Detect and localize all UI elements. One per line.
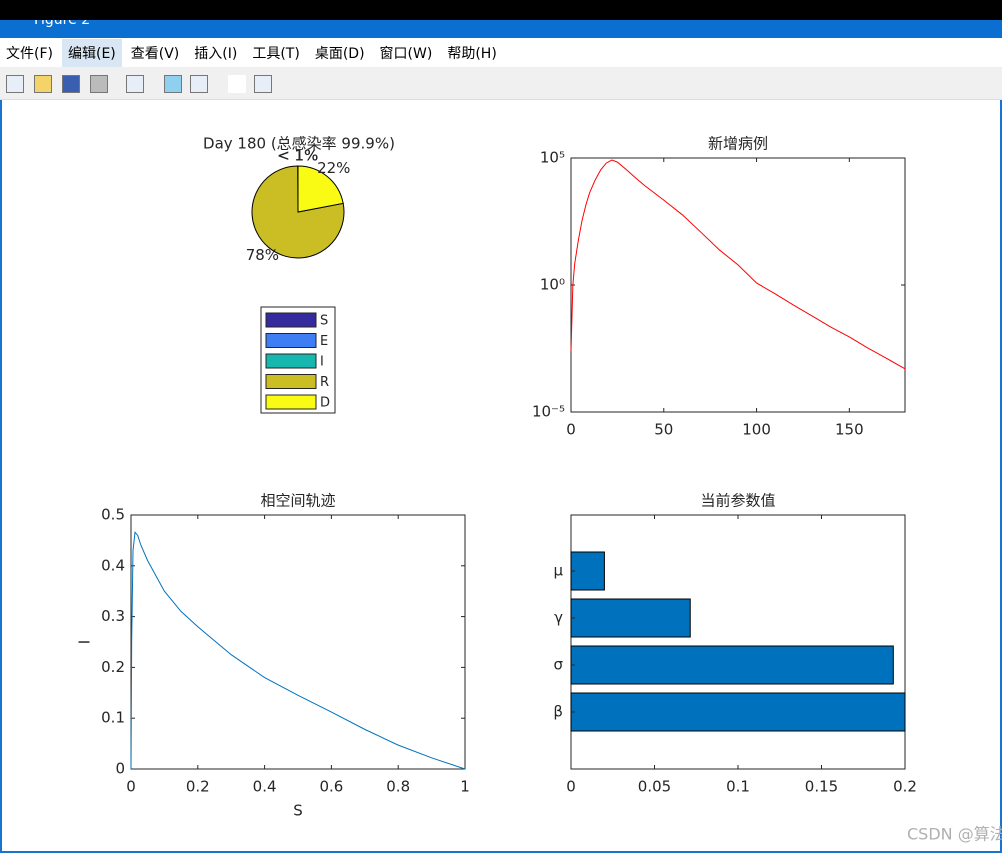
data-line	[570, 159, 906, 370]
legend-label: E	[320, 334, 328, 349]
menu-item[interactable]: 插入(I)	[194, 45, 238, 62]
bar	[570, 598, 691, 638]
y-tick-label: 10⁰	[540, 276, 565, 294]
panel-icon[interactable]	[254, 75, 272, 93]
chart-title: 新增病例	[708, 135, 768, 153]
menu-item[interactable]: 工具(T)	[252, 45, 300, 62]
menu-bar: 文件(F) 编辑(E) 查看(V) 插入(I) 工具(T) 桌面(D) 窗口(W) 帮助(H)	[0, 38, 1002, 67]
open-icon[interactable]	[34, 75, 52, 93]
y-tick-label: 0.1	[101, 709, 125, 727]
menu-item[interactable]: 查看(V)	[130, 45, 180, 62]
slice-label: 78%	[246, 246, 279, 264]
new-icon[interactable]	[6, 75, 24, 93]
x-tick-label: 0.2	[893, 778, 917, 796]
x-tick-label: 0	[566, 778, 576, 796]
x-tick-label: 0.15	[805, 778, 838, 796]
pie-slice	[297, 165, 344, 213]
top-band	[0, 0, 1002, 20]
axes-box	[130, 514, 466, 770]
x-tick-label: 0.4	[253, 778, 277, 796]
pointer-icon[interactable]	[228, 75, 246, 93]
bar	[570, 692, 906, 732]
print-icon[interactable]	[90, 75, 108, 93]
x-tick-label: 0.1	[726, 778, 750, 796]
x-tick-label: 150	[835, 421, 864, 439]
x-tick-label: 1	[460, 778, 470, 796]
legend-label: I	[320, 355, 324, 370]
y-tick-label: 0	[115, 760, 125, 778]
y-tick-label: 0.4	[101, 556, 125, 574]
save-icon[interactable]	[62, 75, 80, 93]
bar	[570, 551, 605, 591]
chart-title: 当前参数值	[700, 492, 775, 510]
y-tick-label: 10⁻⁵	[532, 403, 565, 421]
y-axis-label: I	[76, 640, 94, 644]
x-tick-label: 0	[126, 778, 136, 796]
y-tick-label: σ	[553, 656, 563, 674]
slice-label: < 1%	[277, 146, 318, 164]
y-tick-label: 0.2	[101, 658, 125, 676]
y-tick-label: μ	[553, 562, 563, 580]
menu-item[interactable]: 桌面(D)	[314, 45, 365, 62]
legend-swatch	[265, 394, 317, 410]
legend-swatch	[265, 374, 317, 389]
x-tick-label: 50	[654, 421, 673, 439]
toolbar	[0, 67, 1002, 100]
chart-title: 相空间轨迹	[260, 492, 335, 510]
data-line	[130, 531, 466, 770]
y-tick-label: 10⁵	[540, 149, 565, 167]
watermark: CSDN @算法工程师y	[907, 825, 1002, 844]
menu-item[interactable]: 编辑(E)	[61, 38, 122, 67]
x-tick-label: 0	[566, 421, 576, 439]
y-tick-label: 0.3	[101, 607, 125, 625]
legend-swatch	[265, 353, 317, 369]
x-axis-label: S	[293, 802, 303, 820]
colorbar-icon[interactable]	[164, 75, 182, 93]
legend-swatch	[265, 312, 317, 328]
slice-label: < 1%	[277, 146, 318, 164]
figure-canvas	[0, 100, 1002, 853]
menu-item[interactable]: 帮助(H)	[447, 45, 497, 62]
bar	[570, 645, 894, 685]
slice-label: < 1%	[277, 146, 318, 164]
chart-title: Day 180 (总感染率 99.9%)	[203, 135, 395, 153]
x-tick-label: 0.05	[638, 778, 671, 796]
link-icon[interactable]	[126, 75, 144, 93]
y-tick-label: 0.5	[101, 506, 125, 524]
legend-label: R	[320, 375, 329, 390]
y-tick-label: γ	[554, 609, 563, 627]
y-tick-label: β	[553, 703, 563, 721]
legend-icon[interactable]	[190, 75, 208, 93]
x-tick-label: 0.6	[319, 778, 343, 796]
x-tick-label: 100	[742, 421, 771, 439]
menu-item[interactable]: 窗口(W)	[379, 45, 433, 62]
slice-label: 22%	[317, 159, 350, 177]
axes-box	[570, 157, 906, 413]
x-tick-label: 0.2	[186, 778, 210, 796]
legend-swatch	[265, 333, 317, 348]
legend-label: S	[320, 314, 328, 329]
menu-item[interactable]: 文件(F)	[6, 45, 53, 62]
legend-label: D	[320, 396, 330, 411]
x-tick-label: 0.8	[386, 778, 410, 796]
